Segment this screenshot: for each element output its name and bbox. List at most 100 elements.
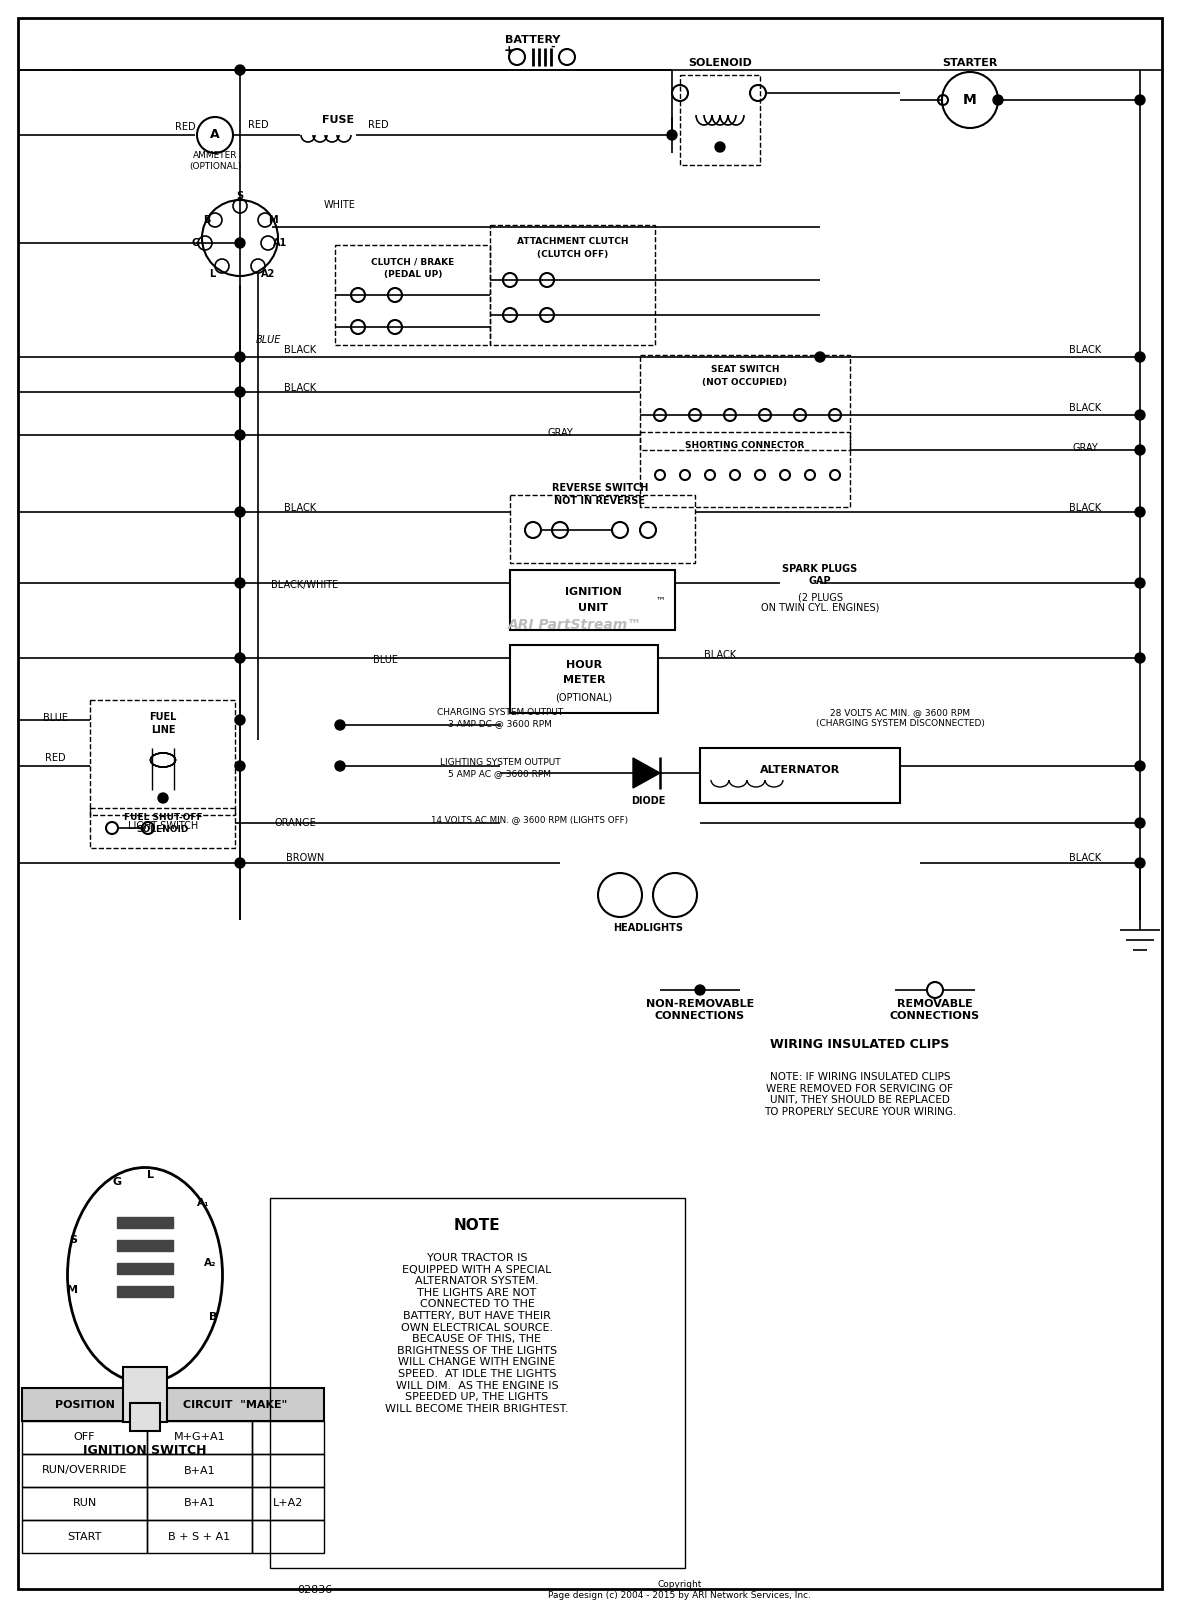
Text: SHORTING CONNECTOR: SHORTING CONNECTOR [686,440,805,450]
Bar [510,495,695,562]
Circle shape [235,579,245,588]
Text: A₁: A₁ [197,1197,209,1208]
Text: L+A2: L+A2 [273,1498,303,1509]
Bar [90,701,235,815]
Text: 14 VOLTS AC MIN. @ 3600 RPM (LIGHTS OFF): 14 VOLTS AC MIN. @ 3600 RPM (LIGHTS OFF) [432,815,629,824]
Text: NOTE: NOTE [453,1218,500,1234]
Bar [22,1388,148,1421]
Text: SPARK PLUGS
GAP: SPARK PLUGS GAP [782,564,858,587]
Text: G: G [112,1176,122,1188]
Bar [123,1368,168,1422]
Text: BLACK: BLACK [284,503,316,513]
Text: M: M [963,93,977,108]
Bar [640,432,850,506]
Text: METER: METER [563,675,605,685]
Bar [117,1216,173,1228]
Text: A1: A1 [273,238,287,247]
Text: ALTERNATOR: ALTERNATOR [760,765,840,775]
Text: CHARGING SYSTEM OUTPUT
3 AMP DC @ 3600 RPM: CHARGING SYSTEM OUTPUT 3 AMP DC @ 3600 R… [437,709,563,728]
Bar [148,1454,253,1486]
Text: HEADLIGHTS: HEADLIGHTS [612,922,683,934]
Bar [148,1520,253,1552]
Circle shape [235,431,245,440]
Text: RED: RED [368,121,388,130]
Circle shape [235,858,245,868]
Circle shape [158,792,168,804]
Text: BATTERY: BATTERY [505,35,560,45]
Circle shape [1135,445,1145,455]
Circle shape [1135,652,1145,664]
Text: (OPTIONAL): (OPTIONAL) [556,693,612,702]
Text: IGNITION SWITCH: IGNITION SWITCH [84,1443,206,1456]
Bar [22,1486,148,1520]
Bar [22,1421,148,1454]
Circle shape [1135,410,1145,419]
Text: HOUR: HOUR [566,660,602,670]
Text: NOTE: IF WIRING INSULATED CLIPS
WERE REMOVED FOR SERVICING OF
UNIT, THEY SHOULD : NOTE: IF WIRING INSULATED CLIPS WERE REM… [763,1072,956,1117]
Circle shape [994,95,1003,104]
Text: YOUR TRACTOR IS
EQUIPPED WITH A SPECIAL
ALTERNATOR SYSTEM.
THE LIGHTS ARE NOT
CO: YOUR TRACTOR IS EQUIPPED WITH A SPECIAL … [385,1253,569,1414]
Text: FUEL: FUEL [150,712,177,722]
Bar [148,1486,253,1520]
Text: DIODE: DIODE [631,795,666,807]
Circle shape [715,141,725,153]
Text: L: L [146,1170,153,1180]
Bar [253,1486,324,1520]
Circle shape [235,715,245,725]
Text: M: M [268,215,277,225]
Text: LIGHTING SYSTEM OUTPUT
5 AMP AC @ 3600 RPM: LIGHTING SYSTEM OUTPUT 5 AMP AC @ 3600 R… [440,759,560,778]
Text: BLUE: BLUE [373,656,398,665]
Text: (2 PLUGS: (2 PLUGS [798,591,843,603]
Bar [490,225,655,346]
Text: ™: ™ [655,595,664,604]
Circle shape [1135,762,1145,771]
Text: M: M [67,1286,79,1295]
Bar [270,1197,686,1568]
Bar [22,1520,148,1552]
Text: GRAY: GRAY [1073,444,1097,453]
Text: BLACK: BLACK [704,649,736,660]
Text: S: S [68,1236,77,1245]
Text: (NOT OCCUPIED): (NOT OCCUPIED) [702,379,787,387]
Text: BLUE: BLUE [255,334,281,346]
Text: STARTER: STARTER [943,58,997,67]
Text: ON TWIN CYL. ENGINES): ON TWIN CYL. ENGINES) [761,603,879,612]
Circle shape [1135,352,1145,362]
Text: BLUE: BLUE [42,714,67,723]
Text: B+A1: B+A1 [184,1498,215,1509]
Bar [117,1286,173,1297]
Text: IGNITION: IGNITION [564,587,622,596]
Text: BLACK: BLACK [1069,853,1101,863]
Text: ARI PartStream™: ARI PartStream™ [507,619,642,632]
Text: BLACK/WHITE: BLACK/WHITE [271,580,339,590]
Text: SOLENOID: SOLENOID [688,58,752,67]
Text: A2: A2 [261,268,275,280]
Bar [640,355,850,450]
Bar [510,644,658,714]
Text: B: B [209,1311,217,1323]
Text: FUSE: FUSE [322,116,354,125]
Circle shape [335,762,345,771]
Text: CIRCUIT  "MAKE": CIRCUIT "MAKE" [183,1400,288,1409]
Circle shape [1135,95,1145,104]
Text: B + S + A1: B + S + A1 [169,1531,230,1541]
Text: B+A1: B+A1 [184,1466,215,1475]
Text: ATTACHMENT CLUTCH: ATTACHMENT CLUTCH [517,238,629,246]
Text: (PEDAL UP): (PEDAL UP) [384,270,442,280]
Bar [22,1454,148,1486]
Circle shape [235,64,245,76]
Text: CLUTCH / BRAKE: CLUTCH / BRAKE [372,257,454,267]
Text: BLACK: BLACK [1069,346,1101,355]
Bar [90,808,235,848]
Text: SOLENOID: SOLENOID [137,826,189,834]
Circle shape [335,720,345,730]
Text: RED: RED [175,122,196,132]
Bar [680,76,760,166]
Text: BLACK: BLACK [1069,503,1101,513]
Text: -: - [551,42,556,51]
Text: A: A [210,129,219,141]
Polygon shape [632,759,660,787]
Circle shape [1135,506,1145,517]
Bar [117,1241,173,1250]
Circle shape [815,352,825,362]
